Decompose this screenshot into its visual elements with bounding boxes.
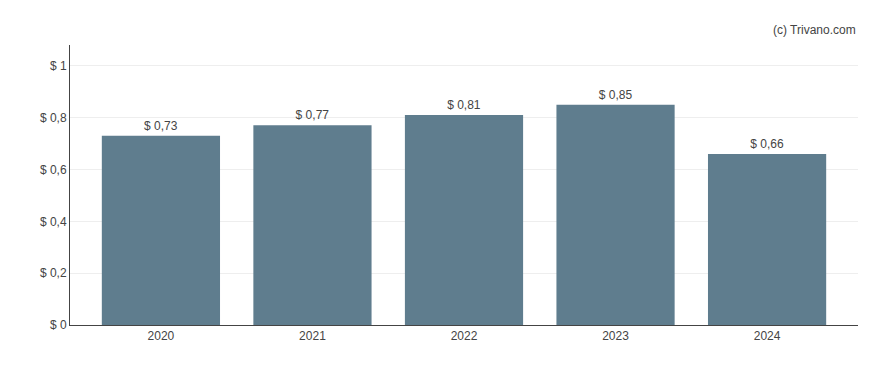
- svg-text:$ 0,66: $ 0,66: [750, 137, 784, 151]
- svg-text:2020: 2020: [148, 329, 175, 343]
- svg-text:$ 0,77: $ 0,77: [296, 108, 330, 122]
- svg-text:$ 0,8: $ 0,8: [40, 111, 67, 125]
- svg-text:2021: 2021: [299, 329, 326, 343]
- svg-text:$ 0,85: $ 0,85: [599, 88, 633, 102]
- svg-text:$ 0,6: $ 0,6: [40, 163, 67, 177]
- svg-text:$ 1: $ 1: [50, 59, 67, 73]
- svg-text:$ 0: $ 0: [50, 318, 67, 332]
- svg-text:$ 0,73: $ 0,73: [144, 119, 178, 133]
- svg-text:2023: 2023: [602, 329, 629, 343]
- svg-text:2024: 2024: [754, 329, 781, 343]
- svg-text:$ 0,4: $ 0,4: [40, 215, 67, 229]
- svg-text:$ 0,2: $ 0,2: [40, 266, 67, 280]
- svg-text:(c) Trivano.com: (c) Trivano.com: [773, 23, 856, 37]
- svg-text:2022: 2022: [451, 329, 478, 343]
- svg-text:$ 0,81: $ 0,81: [447, 98, 481, 112]
